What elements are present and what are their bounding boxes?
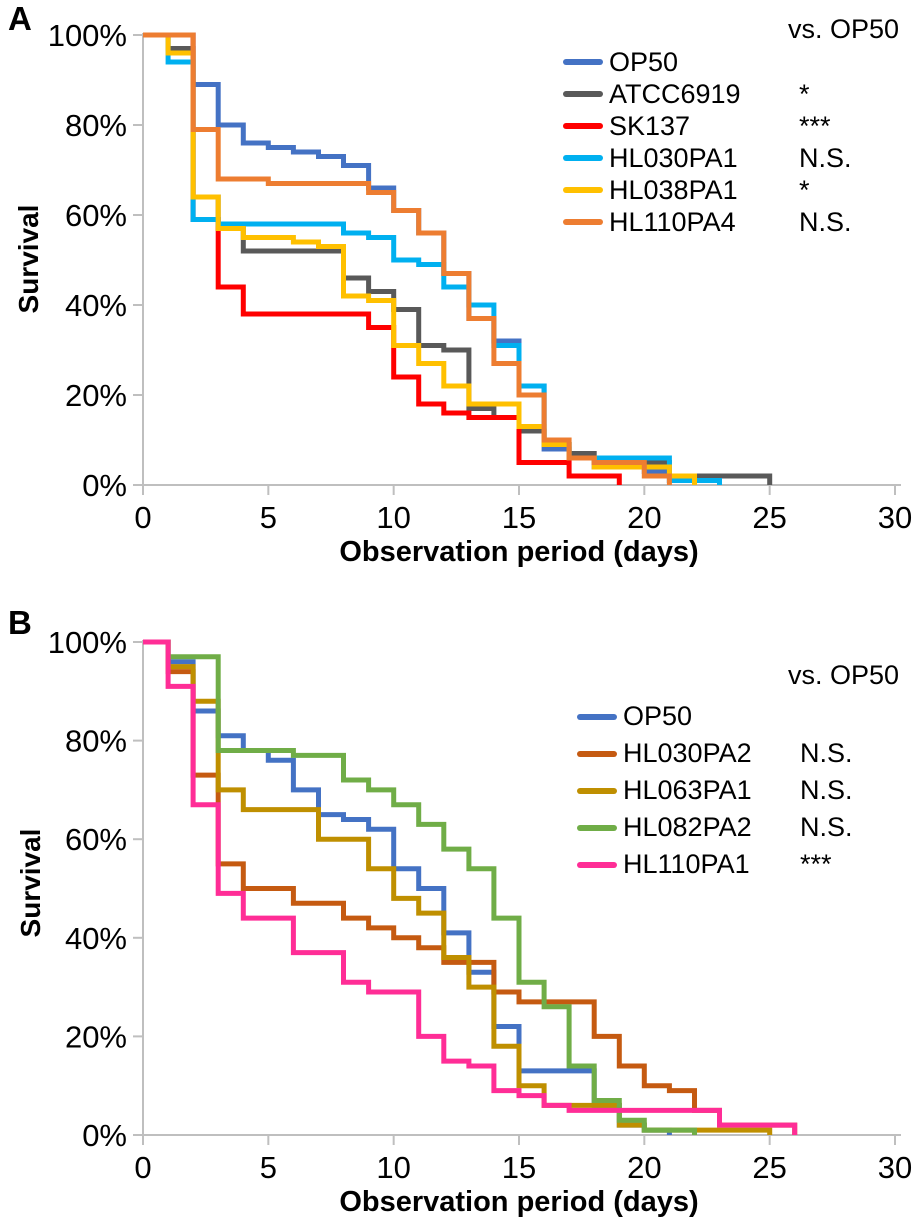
legend-item-HL030PA1: HL030PA1 N.S.: [563, 142, 852, 174]
legend-line-swatch: [563, 187, 603, 193]
panel-b: 0% 20% 40% 60% 80% 100% 0 5 10 15 20 25 30 B Surviva…: [0, 600, 912, 1218]
legend-header-a: vs. OP50: [788, 14, 900, 44]
legend-line-swatch: [577, 713, 617, 720]
y-tick-label: 20%: [65, 378, 127, 413]
legend-item-OP50: OP50: [577, 698, 853, 735]
legend-line-swatch: [577, 787, 617, 794]
legend-strain-label: HL110PA4: [609, 206, 736, 237]
y-tick-label: 0%: [82, 468, 127, 503]
legend-item-HL038PA1: HL038PA1 *: [563, 174, 852, 206]
x-tick-label: 10: [376, 500, 410, 535]
x-tick-label: 20: [627, 500, 661, 535]
legend-item-HL110PA4: HL110PA4 N.S.: [563, 206, 852, 238]
y-axis-title-a: Survival: [13, 204, 44, 314]
x-tick-label: 5: [260, 1150, 277, 1185]
x-tick-label: 20: [627, 1150, 661, 1185]
y-tick-label: 40%: [65, 921, 127, 956]
tick-labels: 0% 20% 40% 60% 80% 100% 0 5 10 15 20 25 30: [48, 18, 912, 535]
x-tick-label: 30: [878, 1150, 912, 1185]
survival-curve-HL110PA4: [143, 32, 672, 485]
legend-item-ATCC6919: ATCC6919 *: [563, 78, 852, 110]
survival-curve-HL082PA2: [143, 639, 697, 1135]
legend-significance-label: N.S.: [800, 812, 853, 842]
legend-significance-label: N.S.: [800, 738, 853, 768]
legend-line-swatch: [563, 59, 603, 65]
legend-item-HL082PA2: HL082PA2 N.S.: [577, 809, 853, 846]
legend-b: OP50 HL030PA2 N.S. HL063PA1 N.S. HL082PA2 N.S.…: [577, 698, 853, 883]
x-tick-label: 30: [878, 500, 912, 535]
x-tick-label: 15: [502, 500, 536, 535]
panel-a: 0% 20% 40% 60% 80% 100% 0 5 10 15 20 25 30 A Surviva…: [0, 0, 912, 600]
legend-strain-label: HL063PA1: [623, 775, 752, 805]
y-tick-label: 80%: [65, 724, 127, 759]
survival-curve-SK137: [143, 32, 622, 485]
x-tick-label: 25: [752, 1150, 786, 1185]
x-tick-label: 0: [134, 1150, 151, 1185]
x-axis-title-b: Observation period (days): [339, 1186, 699, 1218]
legend-item-HL110PA1: HL110PA1 ***: [577, 846, 853, 883]
legend-line-swatch: [563, 155, 603, 161]
y-tick-label: 0%: [82, 1118, 127, 1153]
legend-line-swatch: [577, 861, 617, 868]
legend-line-swatch: [563, 219, 603, 225]
x-tick-label: 15: [502, 1150, 536, 1185]
axes: [133, 640, 901, 1145]
legend-item-HL063PA1: HL063PA1 N.S.: [577, 772, 853, 809]
legend-item-OP50: OP50: [563, 46, 852, 78]
legend-strain-label: HL082PA2: [623, 812, 752, 842]
legend-strain-label: HL038PA1: [609, 174, 738, 205]
legend-strain-label: HL030PA2: [623, 738, 752, 768]
legend-strain-label: ATCC6919: [609, 78, 741, 109]
y-tick-label: 80%: [65, 108, 127, 143]
legend-significance-label: N.S.: [799, 142, 852, 173]
survival-chart-b: 0% 20% 40% 60% 80% 100% 0 5 10 15 20 25 30: [48, 625, 912, 1185]
y-tick-label: 40%: [65, 288, 127, 323]
y-tick-label: 60%: [65, 822, 127, 857]
x-tick-label: 25: [752, 500, 786, 535]
panel-letter-b: B: [8, 604, 32, 641]
y-tick-label: 100%: [48, 18, 127, 53]
legend-significance-label: *: [799, 174, 810, 205]
x-axis-title-a: Observation period (days): [339, 536, 699, 568]
y-tick-label: 100%: [48, 625, 127, 660]
legend-line-swatch: [577, 750, 617, 757]
legend-header-b: vs. OP50: [788, 660, 900, 690]
legend-line-swatch: [577, 824, 617, 831]
legend-strain-label: SK137: [609, 110, 691, 141]
axes: [133, 33, 901, 495]
legend-item-SK137: SK137 ***: [563, 110, 852, 142]
legend-strain-label: OP50: [623, 701, 693, 731]
legend-strain-label: HL110PA1: [623, 849, 750, 879]
legend-significance-label: ***: [799, 110, 831, 141]
legend-line-swatch: [563, 91, 603, 97]
y-tick-label: 60%: [65, 198, 127, 233]
x-tick-label: 0: [134, 500, 151, 535]
legend-a: OP50 ATCC6919 * SK137 *** HL030PA1 N.S. HL038PA…: [563, 46, 852, 238]
legend-strain-label: HL030PA1: [609, 142, 738, 173]
tick-labels: 0% 20% 40% 60% 80% 100% 0 5 10 15 20 25 30: [48, 625, 912, 1185]
y-axis-title-b: Survival: [15, 828, 46, 938]
y-tick-label: 20%: [65, 1019, 127, 1054]
legend-significance-label: ***: [800, 849, 832, 879]
survival-curve-HL110PA1: [143, 639, 798, 1135]
panel-letter-a: A: [8, 0, 32, 37]
x-tick-label: 10: [376, 1150, 410, 1185]
legend-significance-label: N.S.: [800, 775, 853, 805]
legend-line-swatch: [563, 123, 603, 129]
legend-significance-label: *: [799, 78, 810, 109]
series-curves: [143, 639, 798, 1135]
legend-strain-label: OP50: [609, 46, 679, 77]
x-tick-label: 5: [260, 500, 277, 535]
survival-chart-a: 0% 20% 40% 60% 80% 100% 0 5 10 15 20 25 30: [48, 18, 912, 535]
legend-item-HL030PA2: HL030PA2 N.S.: [577, 735, 853, 772]
series-curves: [143, 32, 773, 485]
legend-significance-label: N.S.: [799, 206, 852, 237]
